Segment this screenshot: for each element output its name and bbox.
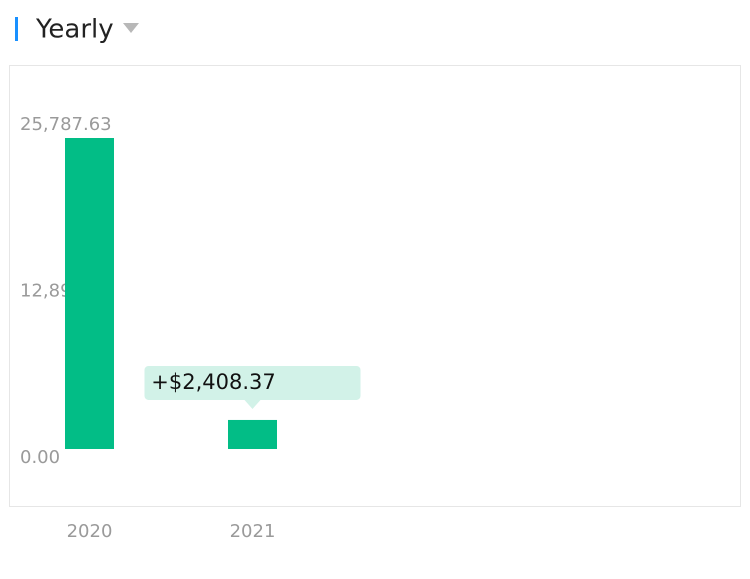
y-tick-label: 25,787.63 <box>20 114 112 135</box>
chart-frame <box>9 65 741 507</box>
value-label: +$2,408.37 <box>151 370 275 394</box>
dropdown-caret[interactable] <box>123 23 139 33</box>
bar <box>228 419 277 449</box>
y-tick-label: 0.00 <box>20 447 60 468</box>
title-accent <box>15 17 18 41</box>
x-tick-label: 2020 <box>67 521 113 542</box>
title[interactable]: Yearly <box>35 15 114 45</box>
x-tick-label: 2021 <box>230 521 276 542</box>
bar <box>65 138 114 449</box>
tooltip-box <box>144 365 361 409</box>
